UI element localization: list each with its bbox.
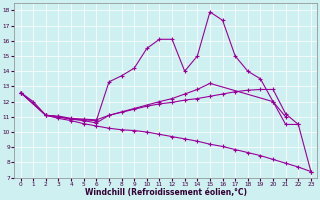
X-axis label: Windchill (Refroidissement éolien,°C): Windchill (Refroidissement éolien,°C): [85, 188, 247, 197]
